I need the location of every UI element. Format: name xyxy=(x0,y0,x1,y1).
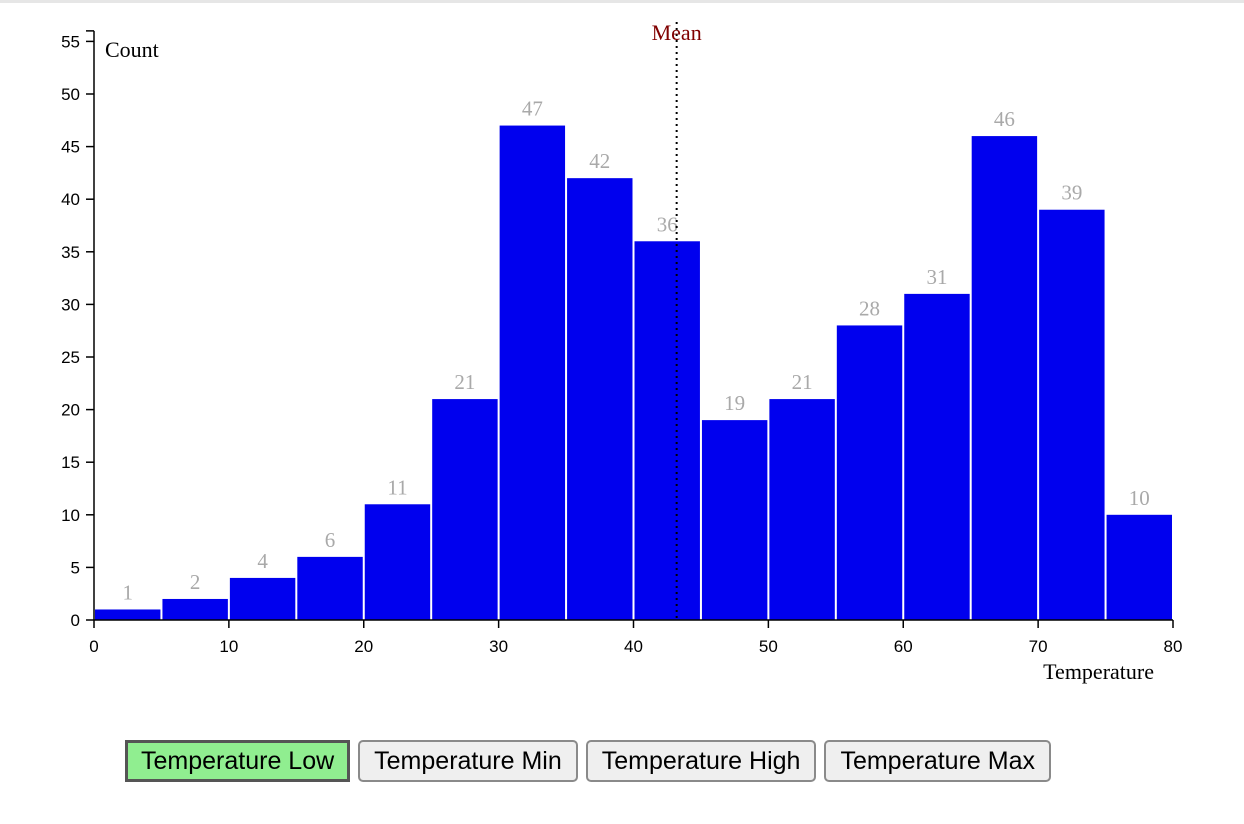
x-axis-ticks: 0 10 20 30 40 50 60 70 80 xyxy=(89,620,1182,656)
y-tick-label: 15 xyxy=(61,453,80,472)
y-tick-label: 25 xyxy=(61,348,80,367)
y-tick-label: 10 xyxy=(61,506,80,525)
x-tick-label: 50 xyxy=(759,637,778,656)
y-tick-label: 20 xyxy=(61,401,80,420)
histogram-bar xyxy=(769,399,835,620)
y-tick-label: 5 xyxy=(71,558,80,577)
mean-label: Mean xyxy=(652,20,702,45)
bar-count-label: 39 xyxy=(1061,181,1082,205)
histogram-bar xyxy=(904,293,970,620)
y-tick-label: 0 xyxy=(71,611,80,630)
bar-count-label: 2 xyxy=(190,570,201,594)
histogram-bar xyxy=(971,136,1038,620)
bar-count-label: 21 xyxy=(454,370,475,394)
x-tick-label: 30 xyxy=(489,637,508,656)
temperature-max-button[interactable]: Temperature Max xyxy=(824,740,1051,782)
bar-count-label: 42 xyxy=(589,149,610,173)
bar-count-label: 47 xyxy=(522,97,543,121)
histogram-chart: 0 5 10 15 20 25 30 35 40 45 50 55 0 10 20 30 40 50 60 70 80… xyxy=(61,20,1182,684)
top-divider xyxy=(0,0,1244,3)
histogram-bar xyxy=(634,241,700,620)
x-tick-label: 0 xyxy=(89,637,98,656)
x-axis-title: Temperature xyxy=(1043,659,1154,684)
x-tick-label: 20 xyxy=(354,637,373,656)
x-tick-label: 70 xyxy=(1029,637,1048,656)
histogram-bar xyxy=(229,577,296,620)
dataset-button-group: Temperature Low Temperature Min Temperat… xyxy=(125,740,1051,782)
histogram-bar xyxy=(1106,514,1172,620)
histogram-bar xyxy=(297,556,363,620)
histogram-bar xyxy=(95,609,161,620)
histogram-bar xyxy=(1039,209,1105,620)
bar-count-label: 21 xyxy=(792,370,813,394)
bar-count-label: 28 xyxy=(859,296,880,320)
temperature-high-button[interactable]: Temperature High xyxy=(585,740,817,782)
x-tick-label: 80 xyxy=(1164,637,1183,656)
histogram-bar xyxy=(836,325,903,620)
temperature-min-button[interactable]: Temperature Min xyxy=(358,740,578,782)
bar-count-label: 10 xyxy=(1129,486,1150,510)
y-tick-label: 30 xyxy=(61,295,80,314)
histogram-bar xyxy=(364,504,431,620)
y-axis-ticks: 0 5 10 15 20 25 30 35 40 45 50 55 xyxy=(61,30,94,630)
y-tick-label: 45 xyxy=(61,138,80,157)
bar-count-label: 36 xyxy=(657,212,678,236)
histogram-bar xyxy=(567,178,633,620)
bar-count-label: 19 xyxy=(724,391,745,415)
histogram-bars xyxy=(95,125,1172,620)
bar-count-label: 6 xyxy=(325,528,336,552)
histogram-bar xyxy=(499,125,566,620)
x-tick-label: 60 xyxy=(894,637,913,656)
bar-count-label: 1 xyxy=(122,580,133,604)
y-tick-label: 35 xyxy=(61,243,80,262)
bar-count-label: 11 xyxy=(387,475,407,499)
bar-count-label: 31 xyxy=(926,265,947,289)
bar-count-label: 4 xyxy=(257,549,268,573)
bar-count-label: 46 xyxy=(994,107,1015,131)
histogram-bar xyxy=(432,399,498,620)
y-tick-label: 40 xyxy=(61,190,80,209)
y-tick-label: 55 xyxy=(61,32,80,51)
temperature-low-button[interactable]: Temperature Low xyxy=(125,740,351,782)
histogram-bar xyxy=(701,420,768,620)
histogram-bar xyxy=(162,598,228,620)
x-tick-label: 10 xyxy=(219,637,238,656)
x-tick-label: 40 xyxy=(624,637,643,656)
y-axis-title: Count xyxy=(105,37,159,62)
y-tick-label: 50 xyxy=(61,85,80,104)
